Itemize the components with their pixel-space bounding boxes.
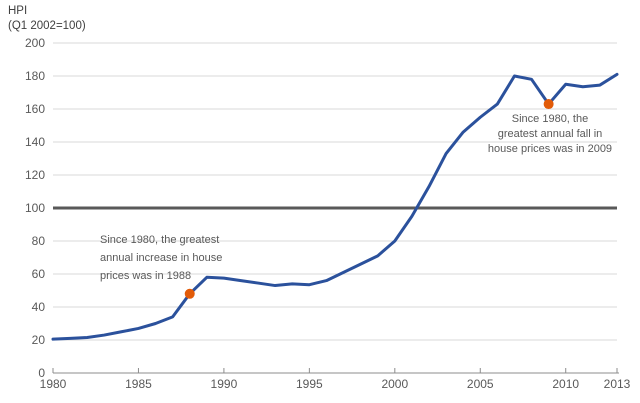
y-tick-label: 200 bbox=[25, 36, 45, 50]
x-tick-label: 1985 bbox=[125, 377, 152, 391]
y-tick-label: 60 bbox=[32, 267, 46, 281]
x-tick-label: 1990 bbox=[211, 377, 238, 391]
y-tick-label: 180 bbox=[25, 69, 45, 83]
y-axis-title-line1: HPI bbox=[8, 5, 28, 17]
annotation-2009-line1: Since 1980, the bbox=[511, 113, 589, 125]
x-tick-label: 2000 bbox=[381, 377, 408, 391]
y-axis-title: HPI (Q1 2002=100) bbox=[8, 4, 86, 34]
x-tick-label: 2013 bbox=[604, 377, 631, 391]
y-tick-label: 80 bbox=[32, 234, 46, 248]
annotation-1988-line3: prices was in 1988 bbox=[100, 270, 192, 282]
hpi-series-line bbox=[51, 72, 619, 341]
y-axis-title-line2: (Q1 2002=100) bbox=[8, 20, 86, 32]
y-tick-label: 20 bbox=[32, 333, 46, 347]
marker-1988-icon bbox=[184, 288, 195, 299]
y-tick-label: 120 bbox=[25, 168, 45, 182]
annotation-1988-line1: Since 1980, the greatest bbox=[100, 234, 220, 246]
y-tick-label: 40 bbox=[32, 300, 46, 314]
annotation-2009: Since 1980, the greatest annual fall in … bbox=[470, 112, 630, 157]
annotation-2009-line3: house prices was in 2009 bbox=[487, 143, 613, 155]
x-tick-label: 1980 bbox=[40, 377, 67, 391]
annotation-1988: Since 1980, the greatest annual increase… bbox=[100, 231, 222, 285]
marker-2009-icon bbox=[543, 99, 554, 110]
x-tick-label: 2010 bbox=[552, 377, 579, 391]
annotation-1988-line2: annual increase in house bbox=[100, 252, 223, 264]
y-tick-label: 0 bbox=[38, 366, 45, 380]
y-tick-label: 140 bbox=[25, 135, 45, 149]
y-tick-label: 160 bbox=[25, 102, 45, 116]
annotation-2009-line2: greatest annual fall in bbox=[497, 128, 603, 140]
x-tick-label: 2005 bbox=[467, 377, 494, 391]
y-tick-label: 100 bbox=[25, 201, 45, 215]
x-tick-label: 1995 bbox=[296, 377, 323, 391]
